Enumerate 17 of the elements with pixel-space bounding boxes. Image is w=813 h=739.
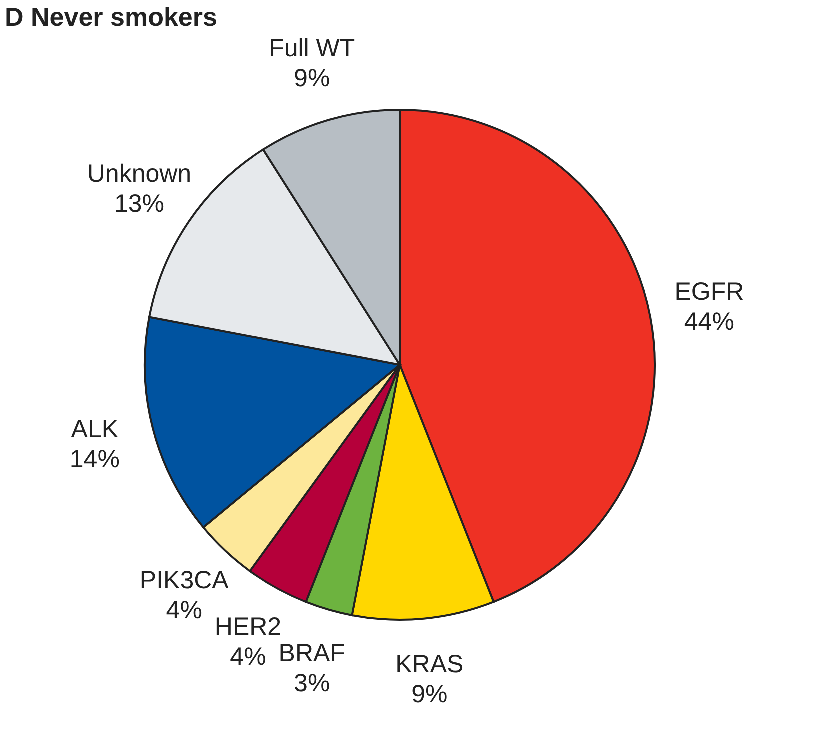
data-label: 9% bbox=[294, 64, 330, 93]
slice-label: HER2 bbox=[214, 613, 282, 642]
chart-title: D Never smokers bbox=[5, 2, 218, 32]
slice-label: Unknown bbox=[87, 160, 192, 188]
slice-label: Full WT bbox=[269, 34, 356, 63]
data-label: 13% bbox=[114, 190, 164, 218]
data-label: 44% bbox=[684, 308, 734, 336]
slice-label: BRAF bbox=[278, 639, 346, 668]
data-label: 4% bbox=[166, 596, 202, 625]
data-label: 14% bbox=[70, 445, 120, 474]
slice-label: EGFR bbox=[674, 278, 744, 306]
data-label: 4% bbox=[230, 643, 266, 672]
slice-label: KRAS bbox=[396, 650, 464, 679]
data-label: 9% bbox=[412, 680, 448, 709]
data-label: 3% bbox=[294, 669, 330, 698]
slice-label: PIK3CA bbox=[140, 566, 230, 595]
slice-label: ALK bbox=[71, 415, 119, 444]
